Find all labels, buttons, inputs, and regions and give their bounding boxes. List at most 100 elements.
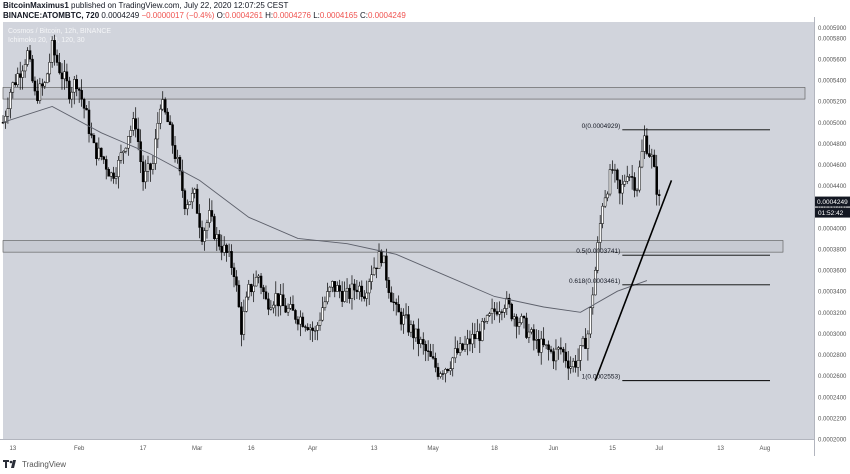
candle-body — [623, 181, 627, 185]
candle-body — [468, 338, 472, 345]
candle-body — [476, 331, 479, 340]
countdown-label: 01:52:42 — [818, 210, 844, 217]
candle-body — [97, 147, 101, 159]
candle-body — [311, 327, 314, 331]
price-axis-tick: 0.0002400 — [818, 395, 847, 401]
candle-body — [603, 197, 607, 207]
candle-body — [124, 147, 128, 152]
candle-body — [31, 58, 34, 82]
candle-body — [480, 321, 484, 341]
time-axis-tick: Feb — [74, 446, 85, 452]
candle-body — [220, 246, 223, 253]
fib-level-label: 1(0.0002553) — [582, 374, 621, 381]
candle-body — [409, 324, 413, 333]
candle-body — [508, 297, 511, 305]
candle-body — [55, 54, 59, 63]
candle-body — [127, 136, 130, 149]
candle-body — [463, 343, 467, 350]
candle-body — [112, 172, 115, 179]
resistance-zone — [2, 87, 806, 100]
header-info: BitcoinMaximus1 published on TradingView… — [3, 1, 843, 21]
candle-body — [102, 156, 106, 160]
time-axis-tick: 15 — [609, 446, 616, 452]
candle-body — [621, 183, 624, 194]
candle-body — [186, 204, 189, 210]
current-price-label: 0.0004249 — [817, 199, 848, 206]
candle-body — [436, 367, 440, 377]
candle-body — [488, 313, 491, 316]
candle-body — [90, 133, 93, 136]
candle-body — [453, 348, 457, 359]
candle-body — [141, 161, 145, 183]
candle-body — [188, 201, 192, 205]
symbol-label[interactable]: BINANCE:ATOMBTC, 720 — [3, 11, 100, 20]
candle-body — [203, 230, 206, 242]
author-name[interactable]: BitcoinMaximus1 — [3, 1, 69, 10]
candle-body — [645, 135, 649, 154]
candle-body — [363, 296, 366, 299]
candle-body — [584, 337, 587, 349]
fib-level-label: 0.618(0.0003461) — [569, 278, 620, 285]
time-axis[interactable] — [0, 439, 814, 457]
candle-body — [181, 170, 184, 191]
candle-body — [655, 166, 658, 195]
candle-body — [301, 316, 305, 327]
candle-body — [200, 227, 204, 242]
candle-body — [77, 88, 81, 91]
candle-body — [335, 285, 339, 292]
candle-body — [581, 337, 585, 346]
candle-body — [547, 344, 550, 350]
candle-body — [232, 267, 236, 278]
footer-brand[interactable]: TradingView — [22, 459, 67, 469]
published-text: published on TradingView.com, July 22, 2… — [71, 1, 289, 10]
candle-body — [515, 316, 518, 327]
candle-body — [262, 287, 265, 292]
candle-body — [16, 73, 19, 86]
candle-body — [355, 289, 359, 293]
candle-body — [198, 213, 201, 228]
candle-body — [586, 333, 590, 349]
candle-body — [611, 169, 614, 171]
price-axis[interactable] — [814, 17, 850, 456]
candle-body — [407, 314, 410, 333]
candle-body — [63, 71, 66, 80]
price-axis-tick: 0.0003200 — [818, 311, 847, 317]
candle-body — [542, 338, 545, 346]
candle-body — [95, 142, 98, 159]
candle-body — [151, 163, 155, 170]
candle-body — [109, 172, 113, 177]
candle-body — [313, 330, 317, 332]
candle-body — [527, 331, 531, 338]
candle-body — [333, 281, 337, 292]
candle-body — [653, 154, 656, 167]
candle-body — [26, 50, 29, 65]
low-value: 0.0004165 — [319, 11, 358, 20]
candle-body — [392, 301, 396, 303]
candle-body — [630, 176, 634, 178]
low-label: L: — [313, 11, 320, 20]
time-axis-tick: 13 — [371, 446, 378, 452]
candle-body — [648, 153, 651, 157]
candle-body — [557, 347, 560, 350]
symbol-line: BINANCE:ATOMBTC, 720 0.0004249 −0.000001… — [3, 11, 843, 21]
price-axis-tick: 0.0005200 — [818, 100, 847, 106]
candle-body — [537, 339, 541, 353]
candle-body — [276, 293, 280, 307]
candle-body — [21, 70, 24, 78]
candle-body — [348, 287, 351, 299]
candle-body — [154, 138, 157, 164]
candle-body — [549, 349, 553, 352]
price-axis-tick: 0.0002200 — [818, 416, 847, 422]
countdown-box — [815, 207, 850, 218]
candle-body — [466, 338, 469, 345]
candle-body — [193, 188, 196, 194]
candle-body — [441, 373, 445, 375]
open-value: 0.0004261 — [225, 11, 263, 20]
candle-body — [490, 308, 494, 314]
time-axis-tick: Apr — [308, 446, 317, 452]
candle-body — [286, 307, 290, 313]
candle-body — [107, 169, 110, 177]
candle-body — [225, 244, 228, 253]
candle-body — [267, 298, 270, 310]
time-axis-tick: Jun — [549, 446, 559, 452]
